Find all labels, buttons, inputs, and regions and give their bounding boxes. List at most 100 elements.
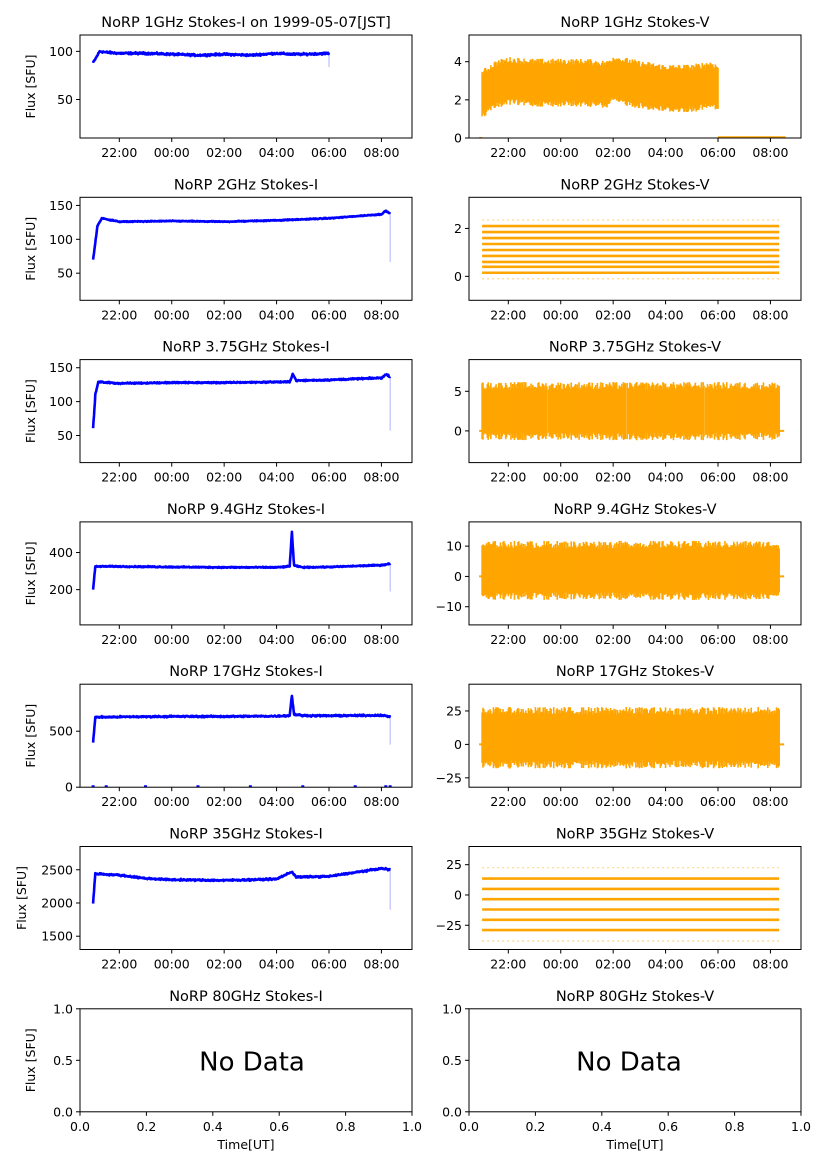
subplot-1: NoRP 1GHz Stokes-I on 1999-05-07[JST] 50 1… (23, 15, 413, 160)
axes-frame (79, 521, 413, 626)
y-tick-label: 100 (49, 232, 73, 247)
y-tick-label: 50 (57, 92, 73, 107)
x-tick-label: 22:00 (490, 307, 526, 322)
y-tick-label: 0.0 (53, 1104, 73, 1119)
x-tick-label: 22:00 (101, 632, 137, 647)
x-tick-label: 0.2 (525, 1119, 545, 1134)
plot-area (479, 706, 785, 769)
x-tick-label: 08:00 (752, 957, 788, 972)
data-trace (91, 530, 392, 590)
x-tick-label: 08:00 (752, 794, 788, 809)
series-stokes-v (479, 57, 723, 138)
x-tick-label: 22:00 (101, 957, 137, 972)
subplot-title: NoRP 9.4GHz Stokes-I (167, 502, 325, 518)
x-tick-label: 04:00 (648, 307, 684, 322)
plot-area (482, 219, 780, 280)
x-tick-label: 04:00 (259, 957, 295, 972)
x-tick-label: 08:00 (363, 632, 399, 647)
x-tick-label: 0.8 (336, 1119, 356, 1134)
subplot-title: NoRP 9.4GHz Stokes-V (554, 502, 717, 518)
data-trace (91, 372, 392, 429)
subplot-title: NoRP 3.75GHz Stokes-I (162, 340, 329, 356)
subplot-title: NoRP 3.75GHz Stokes-V (549, 340, 721, 356)
subplot-title: NoRP 1GHz Stokes-V (560, 15, 709, 31)
x-tick-label: 02:00 (206, 957, 242, 972)
series-stokes-v (479, 706, 785, 769)
y-tick-label: 0.5 (53, 1053, 73, 1068)
x-tick-label: 06:00 (311, 307, 347, 322)
y-tick-label: 0 (454, 569, 462, 584)
x-tick-label: 0.8 (725, 1119, 745, 1134)
series-stokes-i (91, 866, 392, 910)
plot-area (482, 867, 780, 942)
y-tick-label: −25 (436, 770, 462, 785)
x-tick-label: 08:00 (752, 307, 788, 322)
plot-area (91, 49, 331, 68)
x-tick-label: 22:00 (101, 307, 137, 322)
y-axis-label: Flux [SFU] (23, 541, 38, 605)
y-tick-label: 150 (49, 198, 73, 213)
data-trace (91, 49, 331, 64)
x-tick-label: 08:00 (752, 470, 788, 485)
x-tick-label: 04:00 (259, 794, 295, 809)
x-tick-label: 08:00 (363, 794, 399, 809)
x-tick-label: 06:00 (700, 307, 736, 322)
subplot-title: NoRP 17GHz Stokes-V (556, 664, 714, 680)
axes-frame (468, 683, 802, 788)
plot-area (91, 530, 392, 592)
x-axis-label: Time[UT] (216, 1137, 274, 1152)
plot-area (91, 866, 392, 910)
x-tick-label: 04:00 (259, 307, 295, 322)
subplot-title: NoRP 80GHz Stokes-I (169, 989, 323, 1005)
y-tick-label: 0 (454, 887, 462, 902)
x-tick-label: 06:00 (311, 632, 347, 647)
x-tick-label: 06:00 (311, 794, 347, 809)
x-tick-label: 02:00 (595, 632, 631, 647)
x-tick-label: 02:00 (206, 632, 242, 647)
y-tick-label: 2500 (41, 862, 73, 877)
x-tick-label: 08:00 (363, 307, 399, 322)
x-tick-label: 02:00 (595, 145, 631, 160)
subplot-7: NoRP 9.4GHz Stokes-I 200 400 Flux [SFU] 22:0… (23, 502, 413, 647)
subplot-9: NoRP 17GHz Stokes-I 0 500 Flux [SFU] 22:00 00… (23, 664, 413, 809)
y-tick-label: 0.0 (442, 1104, 462, 1119)
axes-frame (468, 359, 802, 464)
y-tick-label: 0 (454, 131, 462, 146)
y-tick-label: 0 (65, 780, 73, 795)
series-stokes-i (91, 49, 331, 68)
x-tick-label: 00:00 (543, 307, 579, 322)
axes-frame (79, 34, 413, 139)
subplot-2: NoRP 1GHz Stokes-V 0 2 4 22:00 00:00 02:00 04:0… (454, 15, 802, 160)
x-tick-label: 06:00 (700, 632, 736, 647)
y-tick-label: 50 (57, 266, 73, 281)
x-tick-label: 00:00 (154, 307, 190, 322)
y-tick-label: 2 (454, 221, 462, 236)
x-tick-label: 1.0 (791, 1119, 811, 1134)
x-tick-label: 06:00 (700, 794, 736, 809)
x-tick-label: 22:00 (101, 794, 137, 809)
x-tick-label: 08:00 (752, 145, 788, 160)
subplot-title: NoRP 35GHz Stokes-V (556, 827, 714, 843)
x-tick-label: 04:00 (259, 632, 295, 647)
y-tick-label: 400 (49, 545, 73, 560)
x-tick-label: 04:00 (648, 470, 684, 485)
y-tick-label: 25 (446, 857, 462, 872)
data-trace (91, 694, 392, 743)
x-tick-label: 0.6 (269, 1119, 289, 1134)
x-tick-label: 22:00 (490, 957, 526, 972)
no-data-annotation: No Data (576, 1047, 682, 1077)
subplot-13: NoRP 80GHz Stokes-I 0.0 0.5 1.0 Flux [SFU] 0.… (23, 989, 422, 1152)
x-tick-label: 00:00 (543, 145, 579, 160)
x-tick-label: 06:00 (700, 957, 736, 972)
x-tick-label: 22:00 (490, 632, 526, 647)
axes-frame (468, 196, 802, 301)
x-axis-label: Time[UT] (605, 1137, 663, 1152)
y-tick-label: 150 (49, 360, 73, 375)
subplot-6: NoRP 3.75GHz Stokes-V 0 5 22:00 00:00 02:00 04… (454, 340, 802, 485)
axes-frame (79, 359, 413, 464)
x-tick-label: 06:00 (311, 145, 347, 160)
x-tick-label: 06:00 (700, 470, 736, 485)
y-tick-label: 1.0 (442, 1001, 462, 1016)
plot-area (91, 694, 392, 788)
x-tick-label: 04:00 (259, 470, 295, 485)
